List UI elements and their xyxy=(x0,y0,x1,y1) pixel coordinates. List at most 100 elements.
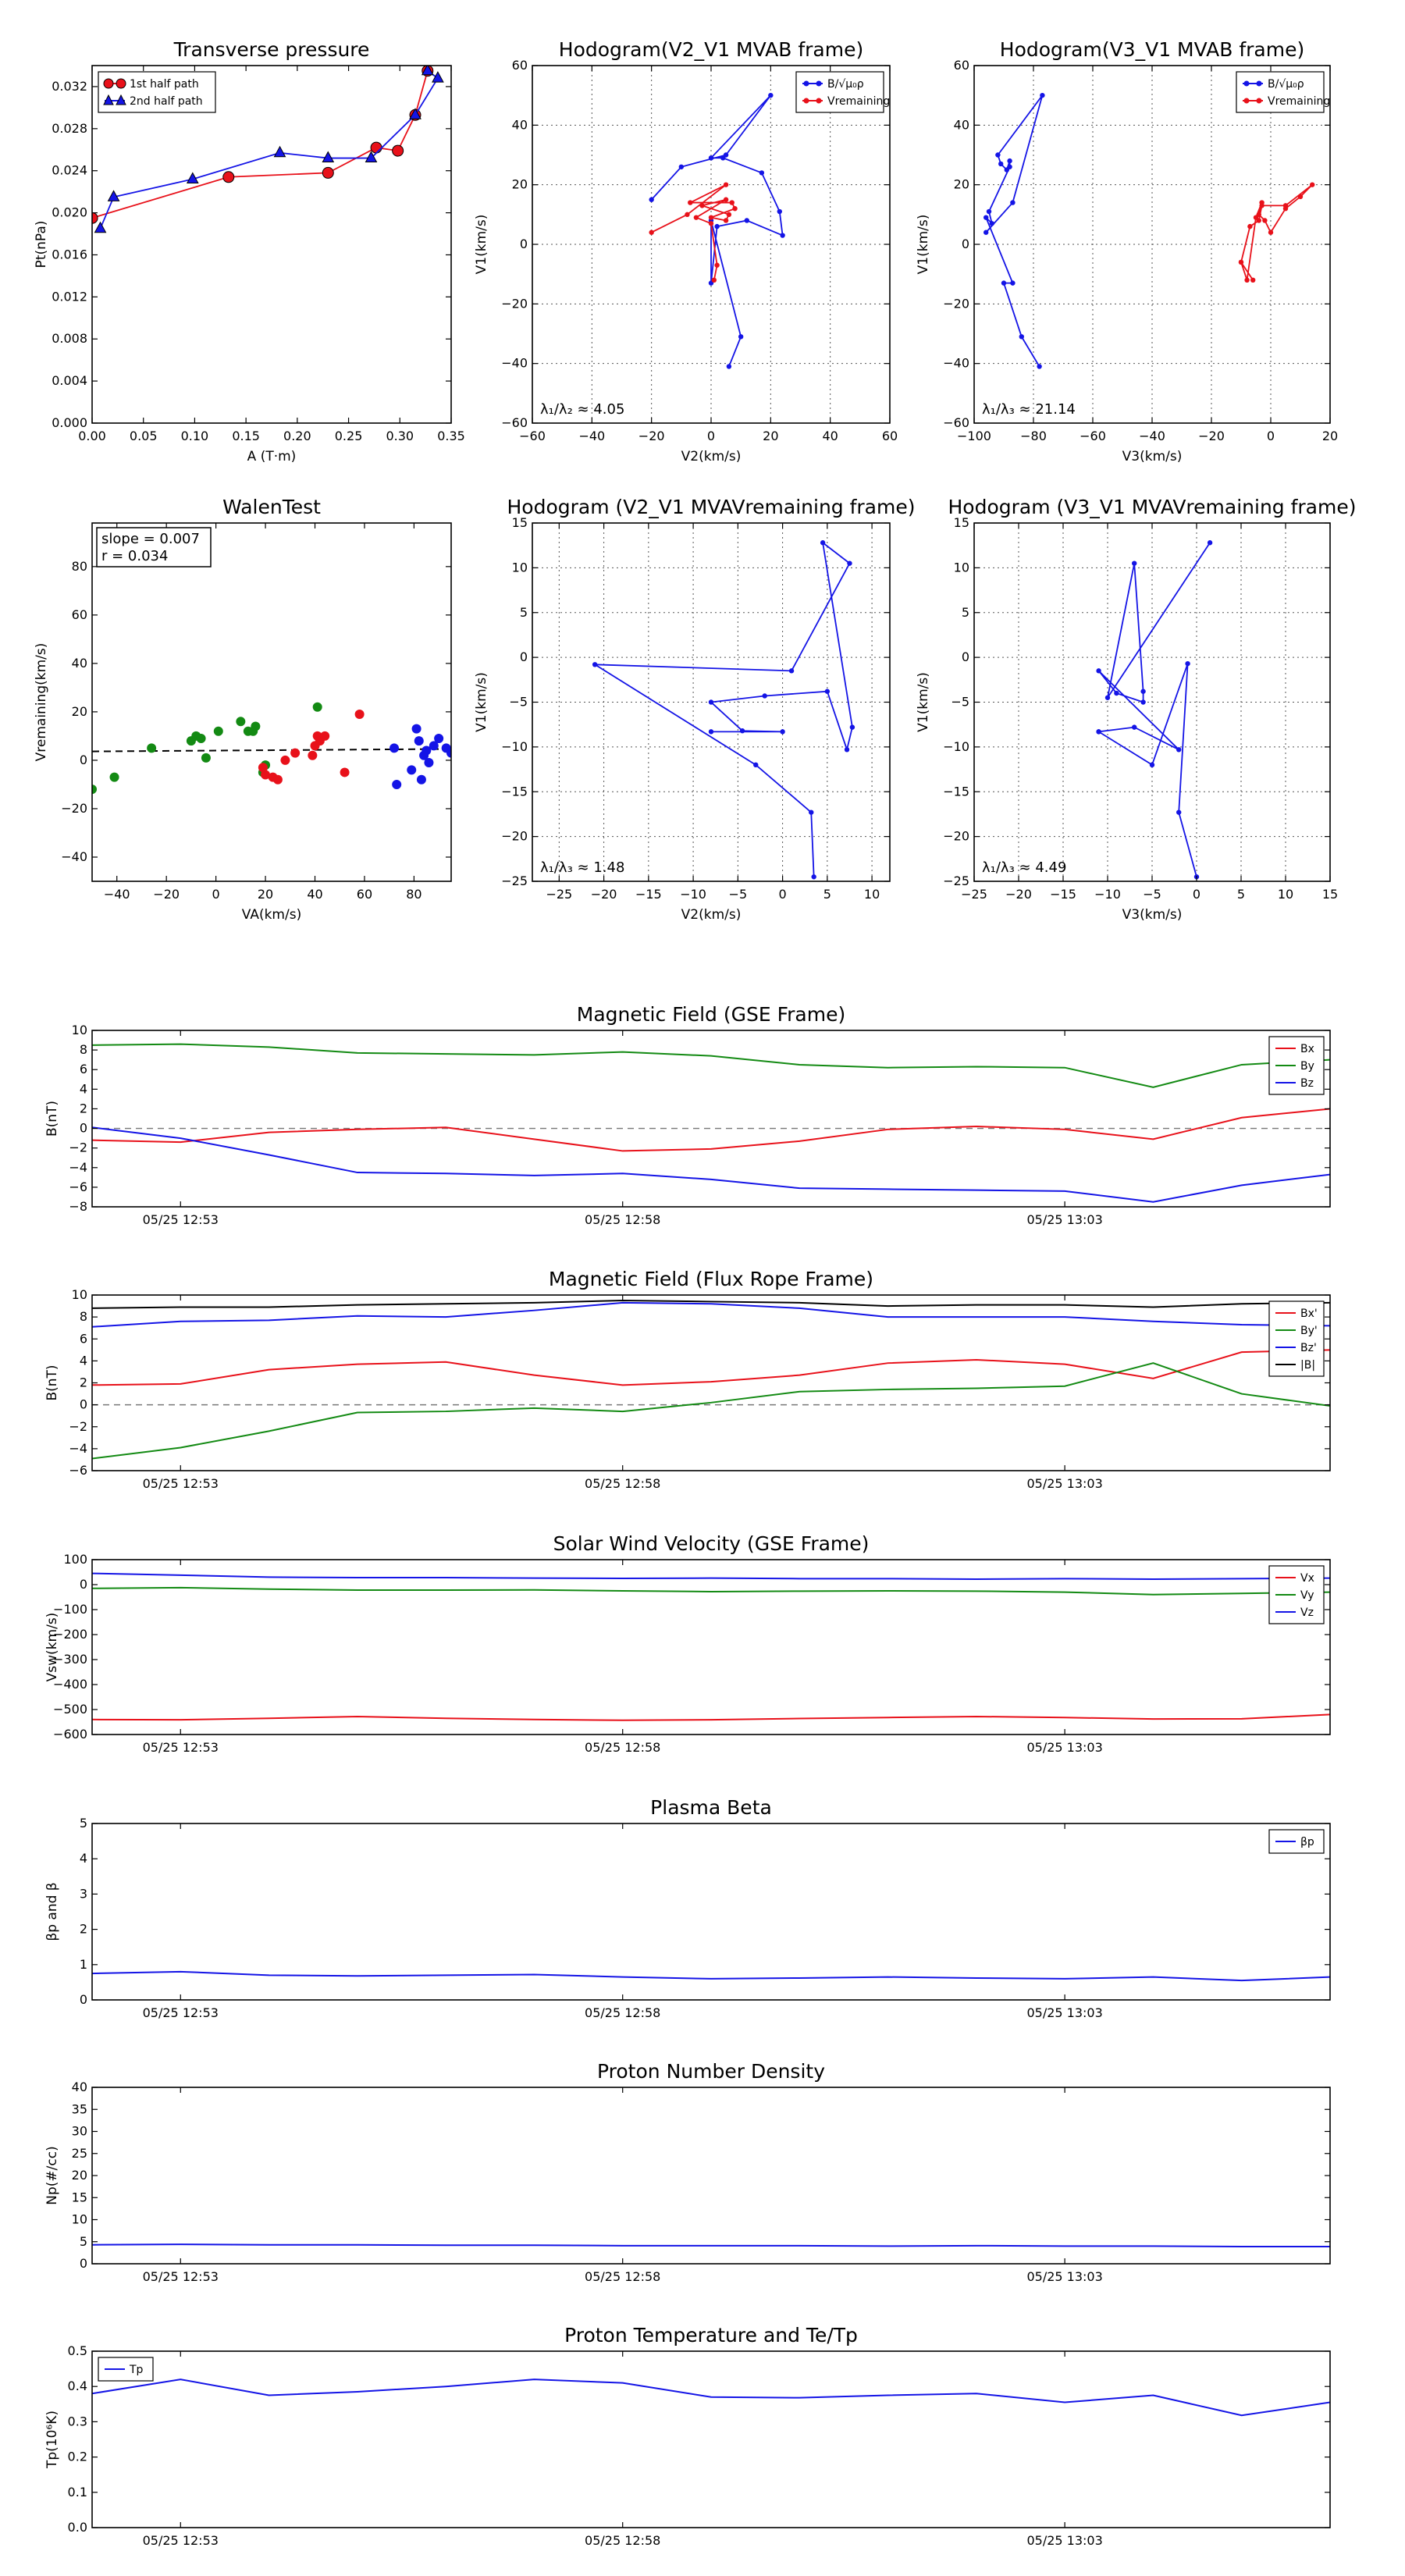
legend-box xyxy=(1268,1565,1325,1624)
data-point xyxy=(693,215,699,220)
data-point xyxy=(986,208,992,215)
data-point xyxy=(258,763,268,773)
y-tick-label: 40 xyxy=(72,656,87,671)
x-tick-label: 0.05 xyxy=(130,429,158,443)
data-point xyxy=(1096,668,1101,674)
x-tick-label: 05/25 12:58 xyxy=(585,1212,660,1227)
x-tick-label: −40 xyxy=(1139,429,1165,443)
chart-walen: WalenTest −40 −20 0 20 40 60 80 −40 −20 0 20 40 60 80 V… xyxy=(34,496,452,923)
y-axis-label: B(nT) xyxy=(44,1364,60,1400)
series-line-Bx xyxy=(92,1108,1330,1152)
data-point xyxy=(995,152,1001,158)
data-point xyxy=(847,560,852,566)
y-tick-label: −25 xyxy=(501,873,528,888)
data-point xyxy=(251,721,261,731)
chart-title: Hodogram(V3_V1 MVAB frame) xyxy=(1000,38,1304,61)
data-point xyxy=(1176,809,1182,815)
y-tick-label: 40 xyxy=(512,117,528,132)
data-point xyxy=(434,734,444,744)
y-tick-label: 4 xyxy=(80,1353,87,1368)
legend-label: Tp xyxy=(129,2364,144,2376)
data-point xyxy=(649,197,654,202)
data-point xyxy=(1132,724,1137,730)
chart-beta: Plasma Beta 05/25 12:53 05/25 12:58 05/25 1… xyxy=(44,1796,1331,2020)
legend-label: Vy xyxy=(1300,1589,1314,1602)
series-line-Bz' xyxy=(92,1301,1330,1328)
chart-title: Magnetic Field (GSE Frame) xyxy=(577,1003,845,1026)
data-point xyxy=(280,755,290,765)
x-tick-label: 05/25 13:03 xyxy=(1026,1212,1102,1227)
y-tick-label: 20 xyxy=(72,2168,87,2183)
y-tick-label: −60 xyxy=(501,415,528,430)
legend-label: |B| xyxy=(1300,1359,1315,1372)
y-tick-label: 2 xyxy=(80,1101,87,1115)
y-tick-label: 15 xyxy=(954,515,969,530)
data-point xyxy=(308,750,318,760)
y-tick-label: 15 xyxy=(512,515,528,530)
data-point xyxy=(1297,194,1304,200)
chart-h4: Hodogram (V3_V1 MVAVremaining frame)−25−… xyxy=(916,496,1357,923)
x-tick-label: 05/25 12:53 xyxy=(143,1212,219,1227)
y-tick-label: 6 xyxy=(80,1331,87,1346)
data-point xyxy=(312,702,322,712)
x-tick-label: −80 xyxy=(1020,429,1047,443)
data-point xyxy=(984,215,989,220)
legend-label: Bx' xyxy=(1300,1308,1318,1320)
x-tick-label: 0 xyxy=(779,887,787,902)
legend-marker xyxy=(103,94,114,105)
x-tick-label: −60 xyxy=(1080,429,1106,443)
data-point xyxy=(811,874,816,880)
data-point xyxy=(107,190,120,201)
x-tick-label: 0.35 xyxy=(437,429,465,443)
y-tick-label: −4 xyxy=(69,1441,87,1456)
y-tick-label: 10 xyxy=(72,1287,87,1302)
chart-title: Hodogram(V2_V1 MVAB frame) xyxy=(559,38,863,61)
y-tick-label: 0.4 xyxy=(68,2379,87,2393)
x-tick-label: 05/25 12:53 xyxy=(143,1476,219,1491)
data-point xyxy=(708,729,714,735)
legend-label: B/√μ₀ρ xyxy=(1268,78,1304,91)
y-tick-label: 2 xyxy=(80,1375,87,1390)
data-point xyxy=(688,200,693,205)
x-tick-label: 0.20 xyxy=(283,429,311,443)
data-point xyxy=(768,92,774,98)
y-tick-label: 5 xyxy=(962,605,969,620)
data-point xyxy=(708,699,714,705)
y-tick-label: 60 xyxy=(72,607,87,622)
y-tick-label: 0.5 xyxy=(68,2343,87,2358)
y-tick-label: 25 xyxy=(72,2146,87,2161)
data-point xyxy=(1007,158,1012,164)
data-point xyxy=(392,779,402,789)
x-tick-label: 05/25 12:53 xyxy=(143,2005,219,2020)
legend-label: Bz' xyxy=(1300,1342,1317,1354)
data-point xyxy=(94,221,107,233)
chart-h1: Hodogram(V2_V1 MVAB frame) −60 −40 −20 0 20 40… xyxy=(474,38,898,464)
series-line-By' xyxy=(92,1362,1330,1460)
y-tick-label: 0.000 xyxy=(52,415,87,430)
y-tick-label: −6 xyxy=(69,1463,87,1478)
y-tick-label: 60 xyxy=(512,58,528,73)
x-tick-label: 0 xyxy=(1193,887,1200,902)
data-point xyxy=(685,212,690,218)
data-point xyxy=(708,155,714,161)
data-point xyxy=(446,748,451,758)
legend-marker xyxy=(1243,98,1250,104)
data-point xyxy=(416,774,426,785)
x-tick-label: 60 xyxy=(882,429,898,443)
y-tick-label: 1 xyxy=(80,1957,87,1972)
y-tick-label: 35 xyxy=(72,2101,87,2116)
data-point xyxy=(196,734,206,744)
x-tick-label: −25 xyxy=(546,887,572,902)
x-tick-label: 0.25 xyxy=(335,429,363,443)
x-tick-label: −10 xyxy=(1094,887,1121,902)
y-tick-label: −60 xyxy=(943,415,969,430)
chart-vsw: Solar Wind Velocity (GSE Frame) 05/25 12:… xyxy=(44,1532,1331,1755)
legend-marker xyxy=(1243,80,1250,87)
y-tick-label: 0 xyxy=(80,1397,87,1412)
data-point xyxy=(1010,200,1016,205)
y-tick-label: 5 xyxy=(80,1816,87,1831)
data-point xyxy=(409,108,422,119)
data-point xyxy=(1007,164,1012,169)
legend: B/√μ₀ρ Vremaining xyxy=(795,71,890,113)
series-line-Vy xyxy=(92,1586,1330,1596)
